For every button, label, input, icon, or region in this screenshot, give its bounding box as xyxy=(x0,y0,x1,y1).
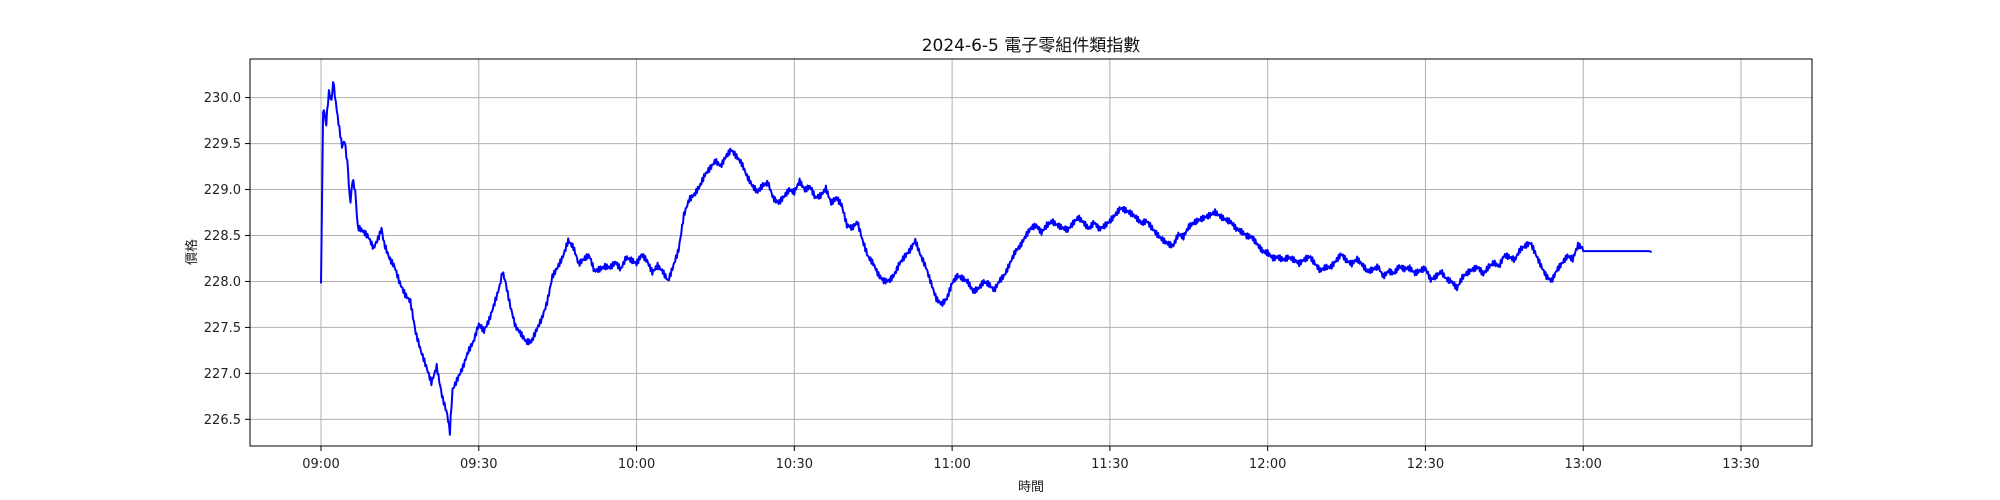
y-tick-label: 229.5 xyxy=(204,137,241,152)
y-axis-ticks: 226.5 227.0 227.5 228.0 228.5 229.0 229.5 230.0 xyxy=(204,91,250,428)
x-tick-label: 12:30 xyxy=(1407,457,1444,472)
x-tick-label: 13:30 xyxy=(1722,457,1759,472)
y-tick-label: 227.5 xyxy=(204,321,241,336)
x-tick-label: 10:30 xyxy=(776,457,813,472)
series-line-index xyxy=(320,81,1652,436)
x-tick-label: 12:00 xyxy=(1249,457,1286,472)
y-tick-label: 227.0 xyxy=(204,367,241,382)
x-tick-label: 10:00 xyxy=(618,457,655,472)
x-tick-label: 13:00 xyxy=(1564,457,1601,472)
y-tick-label: 229.0 xyxy=(204,183,241,198)
y-tick-label: 230.0 xyxy=(204,91,241,106)
y-tick-label: 228.5 xyxy=(204,229,241,244)
x-axis-label: 時間 xyxy=(1018,480,1044,495)
x-tick-label: 11:30 xyxy=(1091,457,1128,472)
y-axis-label: 價格 xyxy=(184,239,200,265)
plot-frame xyxy=(249,58,1813,447)
y-tick-label: 228.0 xyxy=(204,275,241,290)
chart-title: 2024-6-5 電子零組件類指數 xyxy=(922,36,1141,56)
x-tick-label: 09:30 xyxy=(460,457,497,472)
x-tick-label: 09:00 xyxy=(302,457,339,472)
x-axis-ticks: 09:00 09:30 10:00 10:30 11:00 11:30 12:00 12:30… xyxy=(302,446,1760,472)
series-group xyxy=(320,81,1652,436)
x-tick-label: 11:00 xyxy=(933,457,970,472)
y-tick-label: 226.5 xyxy=(204,413,241,428)
